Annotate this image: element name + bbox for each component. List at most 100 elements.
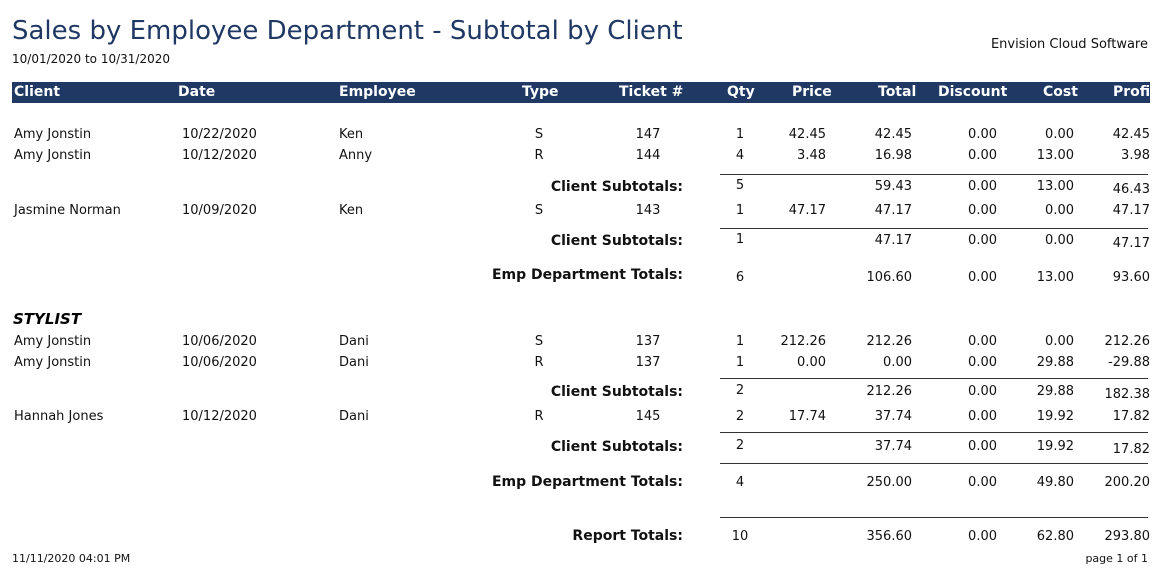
emp-department-totals-label: Emp Department Totals: [491,474,683,490]
department-total-discount: 0.00 [968,475,997,490]
column-header-qty: Qty [727,84,755,100]
table-cell-type: R [534,355,544,370]
report-total-cost: 62.80 [1036,529,1074,544]
table-cell-date: 10/09/2020 [182,203,257,218]
subtotal-cost: 29.88 [1036,384,1074,399]
table-cell-cost: 19.92 [1036,409,1074,424]
table-cell-total: 212.26 [866,334,913,349]
table-cell-price: 0.00 [797,355,826,370]
column-header-bar: Client Date Employee Type Ticket # Qty P… [12,82,1157,103]
table-cell-type: S [534,127,544,142]
subtotal-total: 37.74 [874,439,912,454]
table-cell-discount: 0.00 [968,334,997,349]
table-cell-discount: 0.00 [968,203,997,218]
client-subtotals-label: Client Subtotals: [550,179,683,195]
table-cell-qty: 1 [735,355,745,370]
subtotal-profit: 182.38 [1104,387,1151,402]
subtotal-profit: 46.43 [1112,182,1150,197]
report-total-total: 356.60 [866,529,913,544]
subtotal-profit: 17.82 [1112,442,1150,457]
table-cell-total: 16.98 [874,148,912,163]
table-cell-client: Jasmine Norman [14,203,121,218]
table-cell-date: 10/06/2020 [182,334,257,349]
table-cell-employee: Dani [339,409,369,424]
table-cell-price: 47.17 [788,203,826,218]
table-cell-client: Amy Jonstin [14,127,92,142]
table-cell-date: 10/22/2020 [182,127,257,142]
column-header-cost: Cost [1043,84,1078,100]
table-cell-qty: 1 [735,334,745,349]
subtotal-cost: 19.92 [1036,439,1074,454]
table-cell-profit: 3.98 [1121,148,1150,163]
table-cell-price: 3.48 [797,148,826,163]
table-cell-profit: 17.82 [1112,409,1150,424]
table-cell-client: Amy Jonstin [14,148,92,163]
table-cell-discount: 0.00 [968,409,997,424]
page-number: page 1 of 1 [1085,552,1148,565]
table-cell-ticket: 137 [635,334,661,349]
table-cell-employee: Ken [339,127,364,142]
department-total-qty: 4 [735,475,745,490]
subtotal-total: 59.43 [874,179,912,194]
report-totals-label: Report Totals: [572,528,683,544]
table-cell-qty: 2 [735,409,745,424]
table-cell-employee: Dani [339,355,369,370]
subtotal-cost: 0.00 [1045,233,1074,248]
emp-department-totals-label: Emp Department Totals: [491,267,683,283]
table-cell-qty: 1 [735,127,745,142]
column-header-client: Client [14,84,61,100]
department-total-cost: 49.80 [1036,475,1074,490]
column-header-employee: Employee [339,84,416,100]
table-cell-type: R [534,148,544,163]
department-total-discount: 0.00 [968,270,997,285]
table-cell-cost: 13.00 [1036,148,1074,163]
report-date-range: 10/01/2020 to 10/31/2020 [12,52,171,66]
table-cell-date: 10/12/2020 [182,409,257,424]
column-header-total: Total [878,84,917,100]
department-total-total: 106.60 [866,270,913,285]
table-cell-profit: 47.17 [1112,203,1150,218]
column-header-ticket: Ticket # [619,84,684,100]
column-header-profit: Profit [1113,84,1157,100]
subtotal-qty: 1 [735,232,745,247]
table-cell-profit: -29.88 [1108,355,1150,370]
table-cell-employee: Dani [339,334,369,349]
table-cell-ticket: 144 [635,148,661,163]
table-cell-total: 0.00 [883,355,912,370]
table-cell-client: Amy Jonstin [14,355,92,370]
table-cell-ticket: 137 [635,355,661,370]
table-cell-price: 42.45 [788,127,826,142]
table-cell-type: S [534,334,544,349]
company-name: Envision Cloud Software [990,37,1148,52]
department-total-profit: 93.60 [1112,270,1150,285]
department-totals-rule [720,463,1148,464]
department-total-total: 250.00 [866,475,913,490]
table-cell-total: 37.74 [874,409,912,424]
subtotal-discount: 0.00 [968,233,997,248]
column-header-date: Date [178,84,216,100]
table-cell-total: 47.17 [874,203,912,218]
column-header-discount: Discount [938,84,1008,100]
report-total-discount: 0.00 [968,529,997,544]
table-cell-employee: Anny [339,148,373,163]
table-cell-cost: 0.00 [1045,203,1074,218]
table-cell-discount: 0.00 [968,148,997,163]
table-cell-discount: 0.00 [968,355,997,370]
column-header-price: Price [792,84,832,100]
subtotal-rule [720,174,1148,175]
table-cell-type: S [534,203,544,218]
subtotal-cost: 13.00 [1036,179,1074,194]
client-subtotals-label: Client Subtotals: [550,384,683,400]
table-cell-type: R [534,409,544,424]
table-cell-cost: 0.00 [1045,127,1074,142]
table-cell-total: 42.45 [874,127,912,142]
table-cell-profit: 212.26 [1104,334,1151,349]
table-cell-ticket: 143 [635,203,661,218]
table-cell-price: 212.26 [780,334,827,349]
table-cell-discount: 0.00 [968,127,997,142]
table-cell-ticket: 147 [635,127,661,142]
column-header-type: Type [522,84,559,100]
report-total-profit: 293.80 [1104,529,1151,544]
table-cell-date: 10/06/2020 [182,355,257,370]
client-subtotals-label: Client Subtotals: [550,439,683,455]
